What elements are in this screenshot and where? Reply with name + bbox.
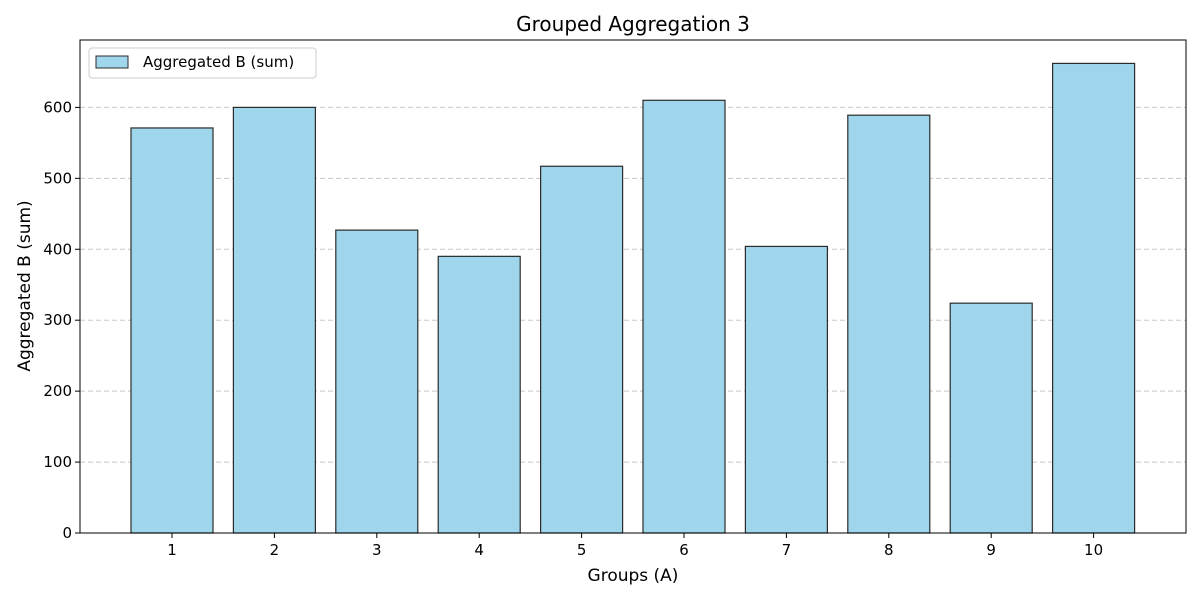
y-axis-ticks: 0 100 200 300 400 500 600 — [43, 98, 80, 542]
bar — [1051, 62, 1136, 534]
y-axis-label: Aggregated B (sum) — [15, 200, 35, 371]
y-tick-label: 500 — [43, 169, 72, 187]
y-tick-label: 0 — [62, 524, 72, 542]
x-tick-label: 10 — [1084, 541, 1103, 559]
y-tick-label: 300 — [43, 311, 72, 329]
x-tick-label: 2 — [270, 541, 280, 559]
y-tick-label: 400 — [43, 240, 72, 258]
y-tick-label: 200 — [43, 382, 72, 400]
x-tick-label: 5 — [577, 541, 587, 559]
x-tick-label: 7 — [782, 541, 792, 559]
bar — [335, 229, 419, 534]
legend: Aggregated B (sum) — [88, 47, 317, 79]
bar — [744, 245, 829, 534]
x-tick-label: 3 — [372, 541, 382, 559]
legend-swatch — [95, 55, 129, 69]
bar-layer — [130, 62, 1136, 534]
y-tick-label: 600 — [43, 98, 72, 116]
legend-box — [88, 47, 317, 79]
plot-frame — [79, 39, 1187, 534]
y-tick-label: 100 — [43, 453, 72, 471]
bar — [539, 165, 624, 534]
bar — [847, 114, 931, 534]
chart-title: Grouped Aggregation 3 — [516, 12, 750, 36]
x-axis-ticks: 1 2 3 4 5 6 7 8 9 10 — [167, 533, 1103, 559]
x-tick-label: 1 — [167, 541, 177, 559]
legend-entry-label: Aggregated B (sum) — [143, 53, 294, 71]
x-tick-label: 9 — [986, 541, 996, 559]
bar — [232, 106, 316, 534]
x-axis-label: Groups (A) — [588, 566, 679, 586]
bar — [642, 99, 726, 534]
bar — [949, 302, 1033, 534]
bar — [130, 127, 214, 534]
x-tick-label: 8 — [884, 541, 894, 559]
x-tick-label: 6 — [679, 541, 689, 559]
x-tick-label: 4 — [474, 541, 484, 559]
bar — [437, 255, 521, 534]
